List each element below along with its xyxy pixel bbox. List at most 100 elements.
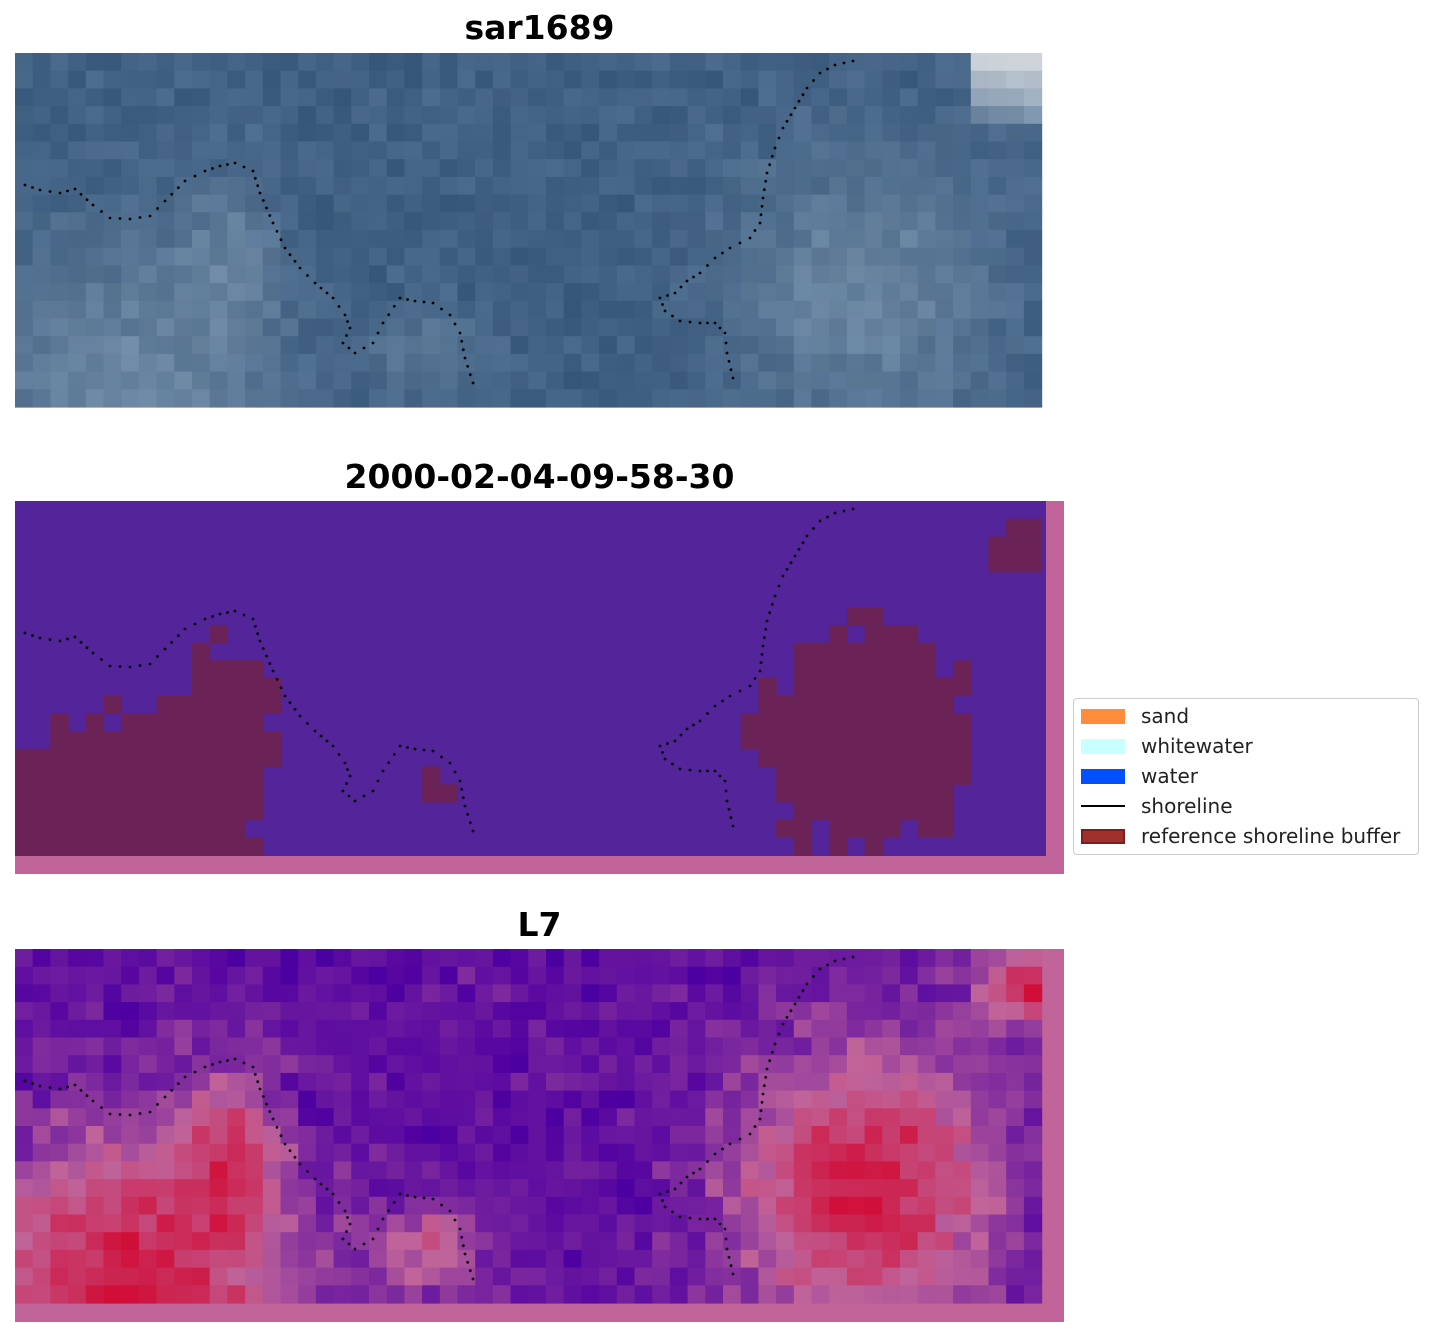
pixel — [793, 1196, 813, 1216]
shoreline-point — [325, 291, 329, 295]
pixel — [723, 123, 742, 143]
pixel — [404, 1055, 423, 1074]
pixel — [15, 1019, 34, 1039]
pixel — [138, 1002, 158, 1021]
pixel — [988, 176, 1007, 196]
pixel — [669, 88, 689, 107]
pixel — [705, 283, 724, 302]
pixel — [439, 230, 459, 249]
pixel — [829, 949, 848, 968]
pixel — [705, 1179, 724, 1198]
pixel — [209, 265, 228, 284]
pixel — [457, 1232, 476, 1251]
pixel — [475, 1019, 494, 1039]
pixel — [351, 300, 370, 320]
pixel — [315, 159, 335, 178]
shoreline-point — [718, 326, 722, 330]
pixel — [50, 353, 69, 373]
pixel — [174, 966, 193, 985]
pixel — [758, 318, 777, 337]
pixel — [563, 1179, 582, 1198]
pixel — [85, 1072, 105, 1092]
pixel — [15, 801, 34, 821]
pixel — [758, 53, 777, 72]
pixel — [599, 176, 618, 196]
pixel — [776, 194, 795, 213]
pixel — [32, 1126, 51, 1145]
pixel — [386, 1285, 405, 1304]
shoreline-point — [801, 93, 805, 97]
pixel — [121, 123, 140, 143]
pixel — [138, 212, 158, 231]
pixel — [652, 353, 671, 373]
pixel — [846, 642, 866, 661]
pixel — [475, 1108, 494, 1127]
pixel — [1006, 966, 1025, 985]
pixel — [900, 1267, 919, 1286]
pixel — [864, 88, 883, 107]
pixel — [227, 70, 246, 89]
pixel — [192, 1196, 211, 1216]
pixel — [103, 371, 122, 390]
pixel — [669, 1019, 689, 1039]
pixel — [634, 212, 653, 231]
pixel — [988, 1108, 1007, 1127]
pixel — [280, 1108, 299, 1127]
pixel — [138, 123, 158, 143]
pixel — [829, 70, 848, 89]
shoreline-point — [293, 707, 297, 711]
pixel — [935, 1090, 954, 1109]
pixel — [953, 141, 972, 160]
pixel — [528, 159, 547, 178]
pixel — [103, 731, 122, 750]
pixel — [50, 1179, 69, 1198]
pixel — [174, 176, 193, 196]
pixel — [1006, 1019, 1025, 1039]
pixel — [776, 1214, 795, 1233]
pixel — [705, 949, 724, 968]
pixel — [634, 53, 653, 72]
pixel — [32, 1002, 51, 1021]
pixel — [121, 265, 140, 284]
pixel — [103, 766, 122, 785]
pixel — [581, 318, 600, 337]
pixel — [492, 247, 512, 266]
shoreline-point — [706, 321, 709, 325]
shoreline-point — [279, 238, 283, 242]
pixel — [793, 123, 813, 143]
pixel — [864, 1267, 883, 1286]
pixel — [68, 194, 87, 213]
pixel — [652, 176, 671, 196]
pixel — [50, 1090, 69, 1109]
pixel — [988, 1143, 1007, 1162]
pixel — [351, 212, 370, 231]
pixel — [351, 966, 370, 985]
pixel — [900, 88, 919, 107]
pixel — [174, 300, 193, 320]
shoreline-point — [128, 217, 132, 221]
pixel — [829, 194, 848, 213]
shoreline-point — [458, 331, 462, 335]
pixel — [85, 949, 105, 968]
pixel — [227, 1232, 246, 1251]
pixel — [687, 1002, 706, 1021]
pixel — [687, 300, 706, 320]
pixel — [404, 1267, 423, 1286]
pixel — [811, 283, 830, 302]
pixel — [280, 265, 299, 284]
water-swatch — [1081, 768, 1125, 784]
pixel — [528, 1055, 547, 1074]
shoreline-point — [761, 644, 765, 648]
pixel — [510, 371, 529, 390]
shoreline-point — [258, 639, 262, 643]
pixel — [475, 1090, 494, 1109]
pixel — [1006, 554, 1025, 573]
pixel — [687, 265, 706, 284]
pixel — [599, 949, 618, 968]
pixel — [121, 784, 140, 803]
pixel — [351, 141, 370, 160]
pixel — [245, 371, 264, 390]
pixel — [900, 1179, 919, 1198]
pixel — [616, 318, 636, 337]
pixel — [32, 53, 51, 72]
